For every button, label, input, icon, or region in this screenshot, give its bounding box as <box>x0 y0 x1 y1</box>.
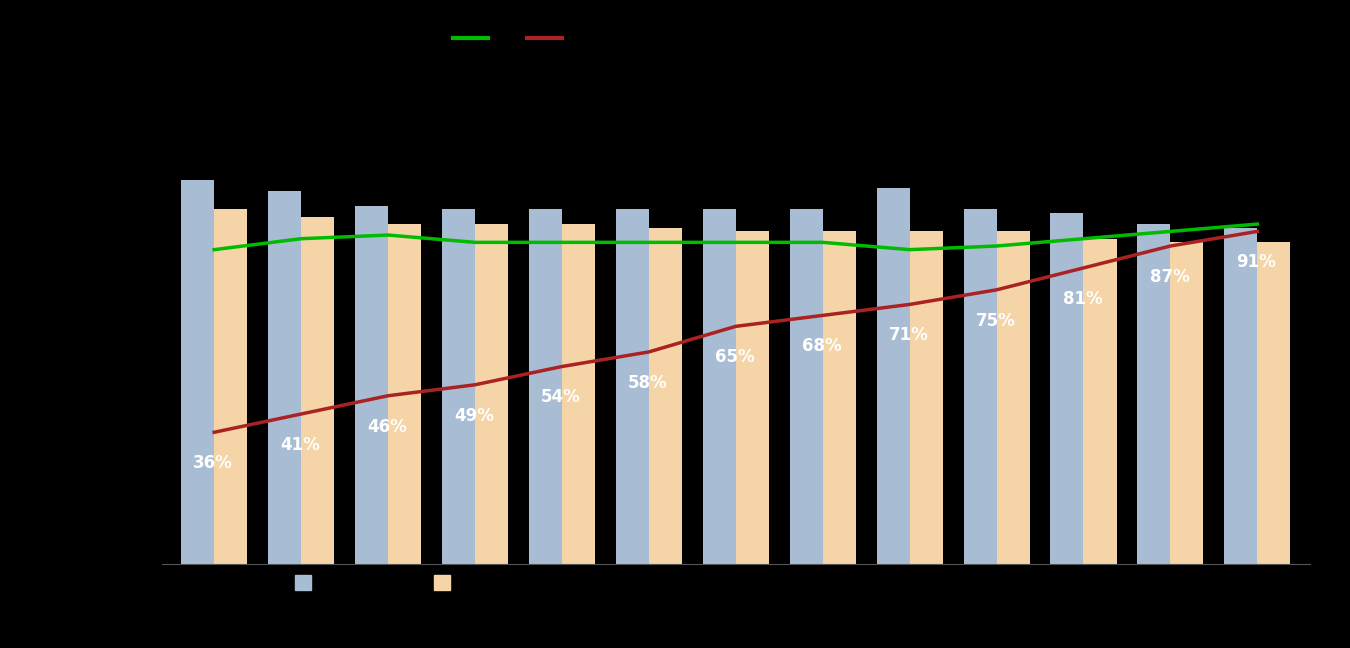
Text: 91%: 91% <box>1237 253 1276 272</box>
Bar <box>1170 242 1203 564</box>
Bar <box>1138 224 1170 564</box>
Text: 81%: 81% <box>1062 290 1102 308</box>
Bar <box>736 231 768 564</box>
Bar <box>475 224 508 564</box>
Bar <box>822 231 856 564</box>
Bar <box>181 180 215 564</box>
Legend: , : , <box>289 570 467 596</box>
Bar <box>301 217 335 564</box>
Text: 75%: 75% <box>976 312 1015 330</box>
Text: 49%: 49% <box>454 407 494 424</box>
Bar <box>562 224 595 564</box>
Text: 54%: 54% <box>541 388 580 406</box>
Bar <box>790 209 822 564</box>
Text: 65%: 65% <box>716 348 755 366</box>
Bar <box>529 209 562 564</box>
Text: 87%: 87% <box>1150 268 1189 286</box>
Bar <box>1084 238 1116 564</box>
Text: 46%: 46% <box>367 418 406 435</box>
Text: 41%: 41% <box>281 436 320 454</box>
Bar <box>703 209 736 564</box>
Text: 36%: 36% <box>193 454 234 472</box>
Bar <box>876 187 910 564</box>
Bar <box>387 224 421 564</box>
Bar <box>996 231 1030 564</box>
Bar <box>1050 213 1084 564</box>
Text: 71%: 71% <box>888 327 929 344</box>
Bar <box>1257 242 1291 564</box>
Bar <box>649 227 682 564</box>
Bar <box>1224 227 1257 564</box>
Bar <box>616 209 649 564</box>
Bar <box>355 206 387 564</box>
Bar <box>441 209 475 564</box>
Bar <box>215 209 247 564</box>
Text: 58%: 58% <box>628 374 668 392</box>
Bar <box>964 209 996 564</box>
Bar <box>910 231 942 564</box>
Bar <box>269 191 301 564</box>
Text: 68%: 68% <box>802 338 841 355</box>
Legend: , : , <box>448 27 578 51</box>
